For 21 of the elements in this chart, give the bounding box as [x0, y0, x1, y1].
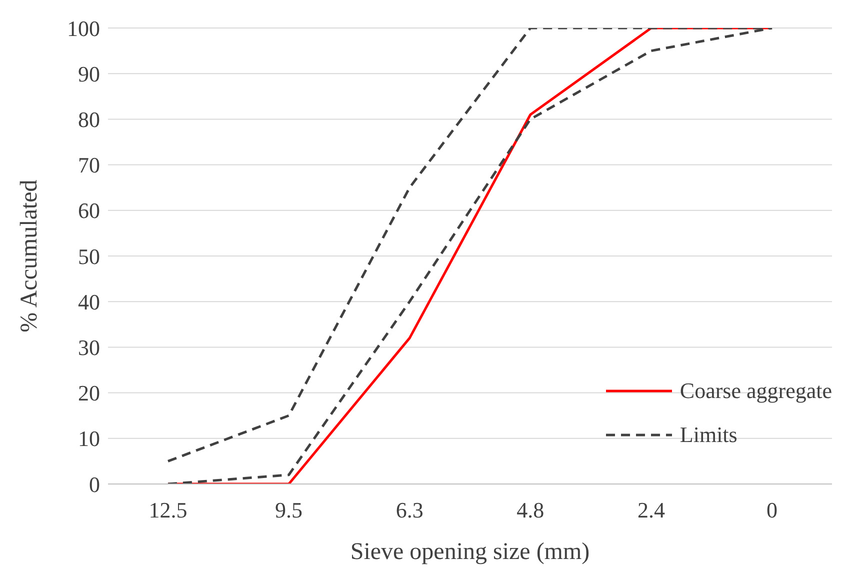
y-tick-label: 80: [78, 107, 100, 132]
y-tick-label: 70: [78, 152, 100, 178]
x-tick-label: 0: [766, 498, 778, 523]
x-tick-label: 4.8: [516, 498, 544, 523]
x-axis-title: Sieve opening size (mm): [350, 539, 590, 565]
x-tick-label: 6.3: [396, 498, 424, 523]
y-tick-label: 90: [78, 61, 100, 86]
y-tick-label: 0: [89, 472, 100, 497]
x-tick-label: 9.5: [275, 498, 303, 523]
y-tick-label: 20: [78, 380, 100, 406]
y-tick-label: 40: [78, 289, 100, 314]
x-tick-label: 12.5: [148, 498, 188, 523]
y-tick-label: 10: [78, 426, 100, 452]
y-axis-title: % Accumulated: [16, 180, 43, 332]
y-tick-label: 30: [78, 335, 100, 360]
y-tick-label: 100: [67, 16, 100, 41]
y-tick-label: 50: [78, 244, 100, 269]
legend-label: Limits: [680, 422, 738, 448]
x-tick-label: 2.4: [637, 498, 665, 523]
y-tick-label: 60: [78, 198, 100, 224]
legend-label: Coarse aggregate: [680, 378, 832, 404]
